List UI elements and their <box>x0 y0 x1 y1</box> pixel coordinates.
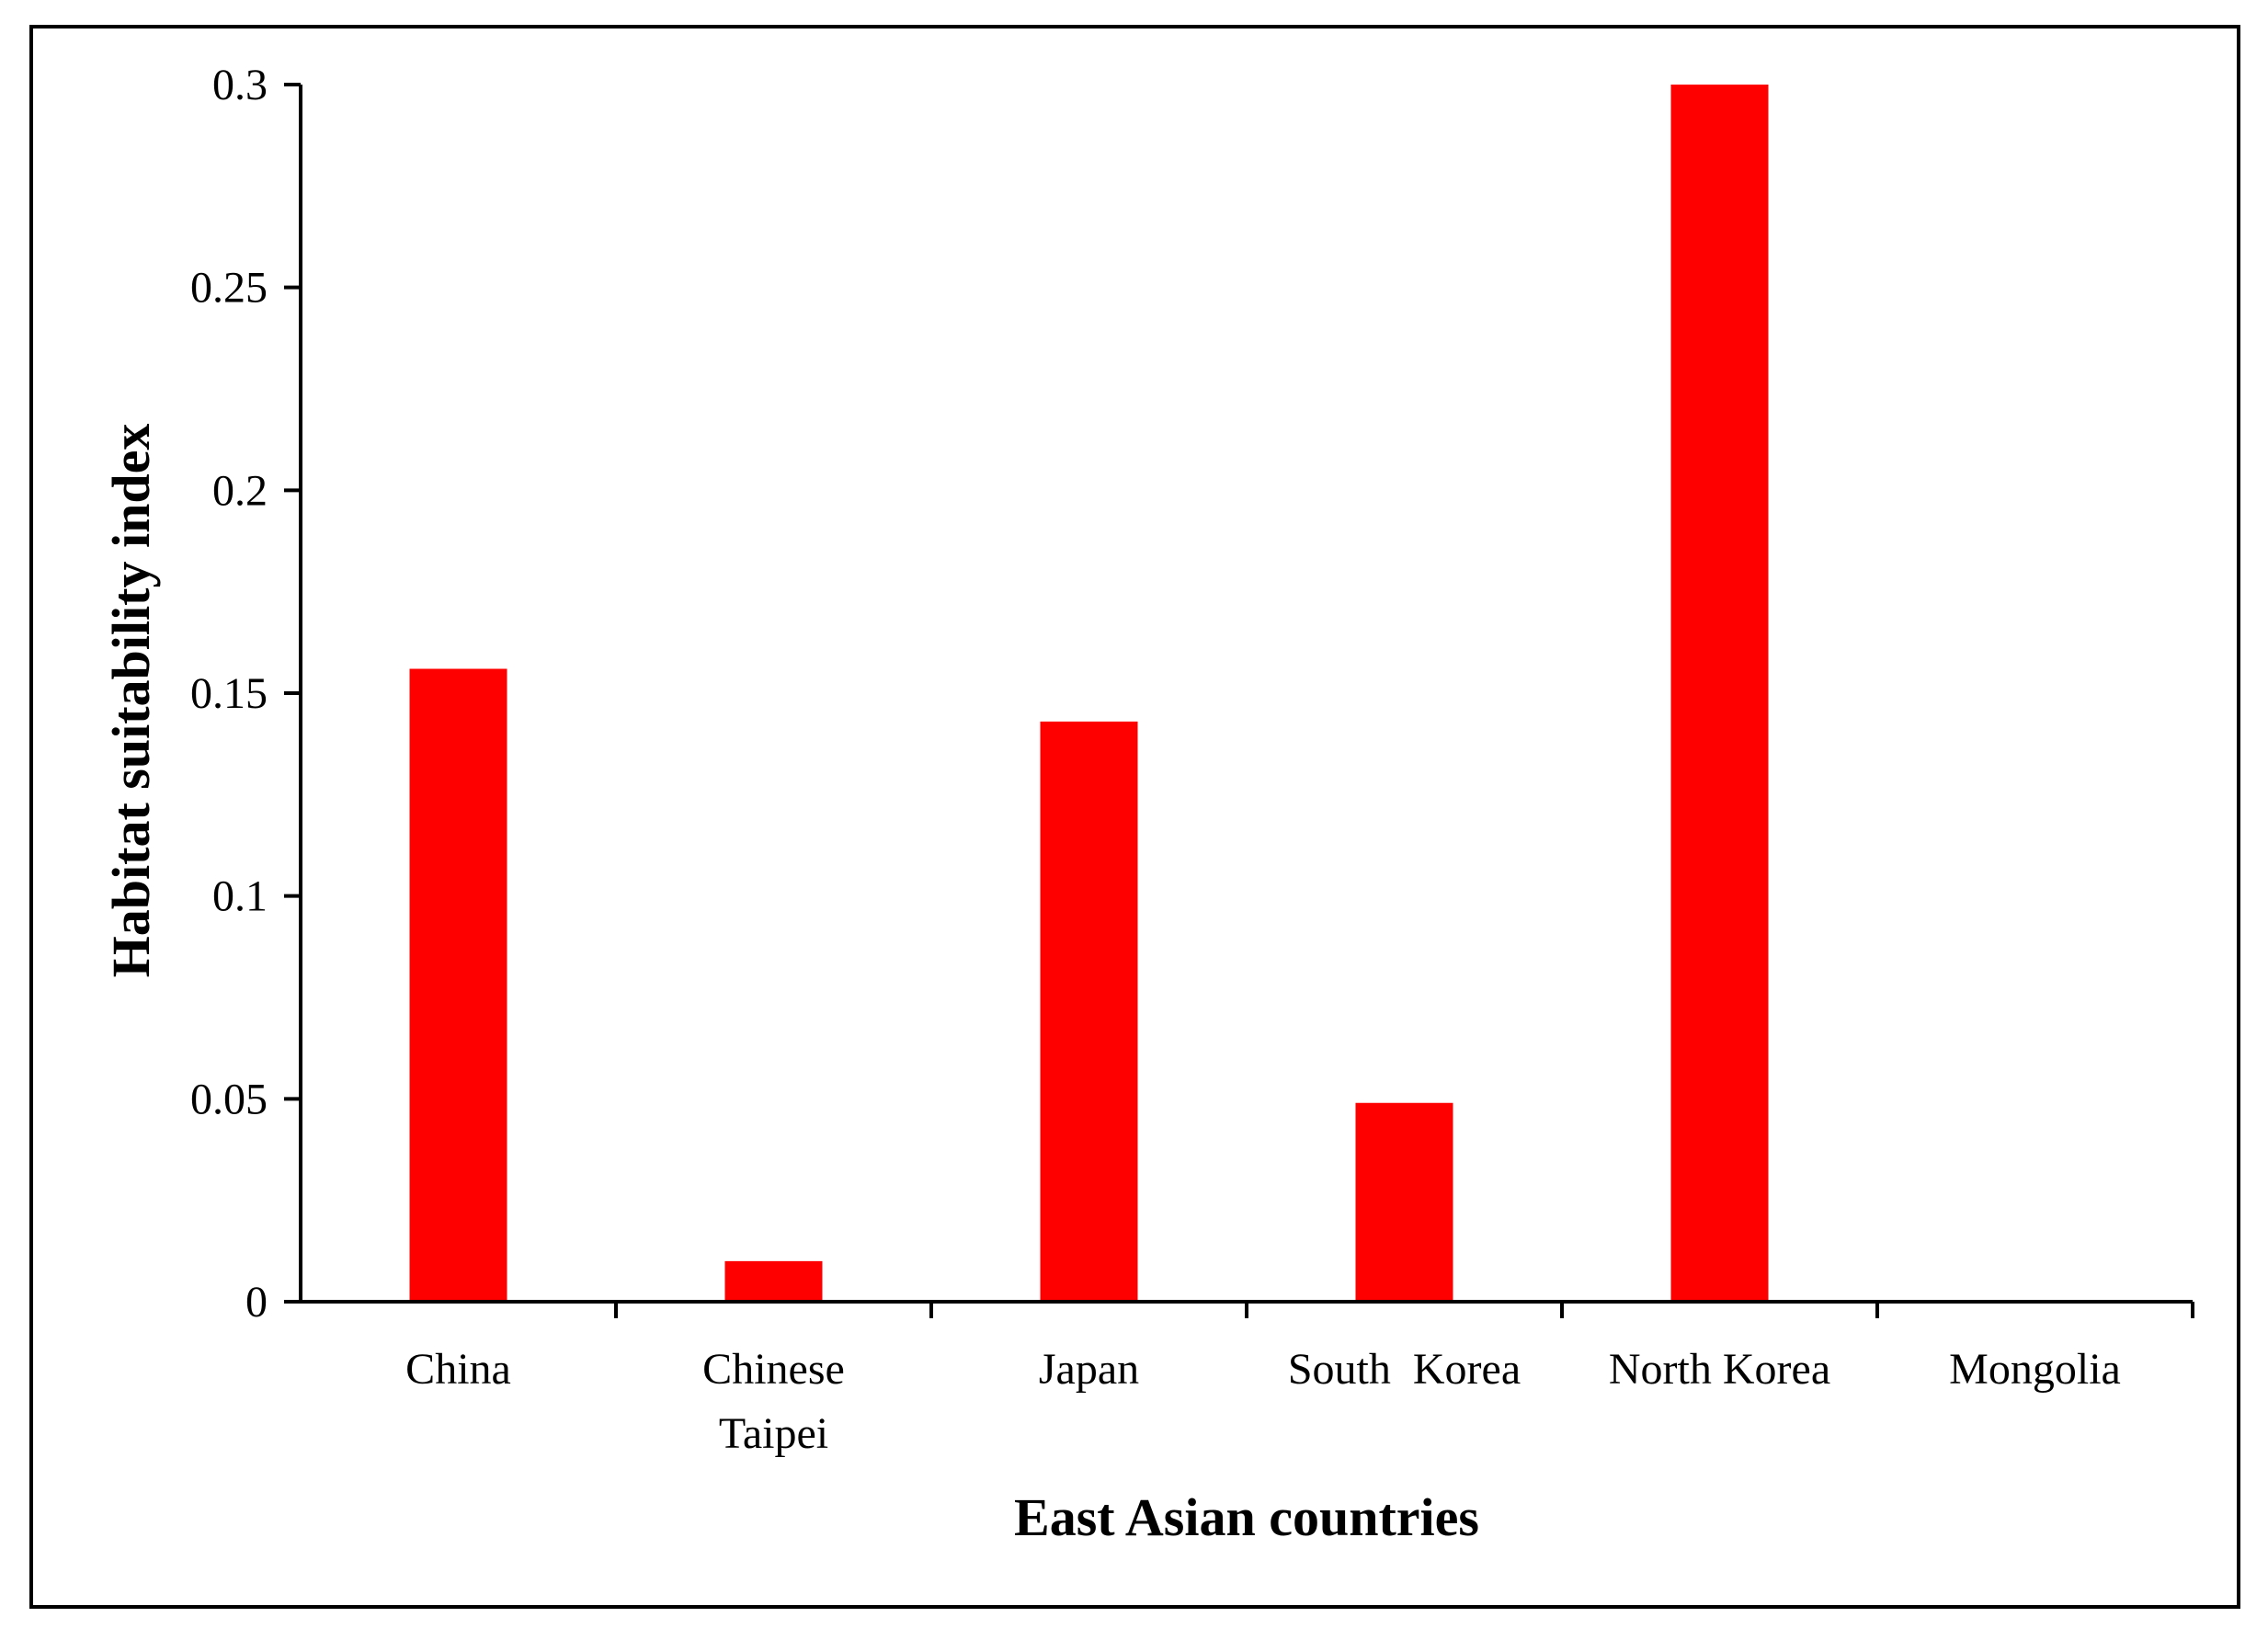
y-tick-label: 0.05 <box>190 1075 268 1123</box>
x-category-label: Chinese Taipei <box>702 1345 845 1458</box>
x-category-label-line: Japan <box>1039 1345 1139 1394</box>
bars-group <box>409 85 1769 1302</box>
x-category-label: Mongolia <box>1949 1345 2121 1394</box>
bar-0 <box>409 668 507 1302</box>
x-category-label: North Korea <box>1609 1345 1830 1394</box>
bar-4 <box>1670 85 1769 1302</box>
x-category-label: Japan <box>1039 1345 1139 1394</box>
y-tick-label: 0.3 <box>212 61 268 109</box>
x-ticks-group: China Chinese Taipei Japan South Korea North … <box>405 1302 2194 1458</box>
bar-3 <box>1355 1102 1453 1302</box>
y-tick-label: 0.15 <box>190 669 268 718</box>
y-axis-title: Habitat suitability index <box>101 424 161 978</box>
y-tick-label: 0 <box>245 1278 268 1327</box>
x-category-label: South Korea <box>1288 1345 1521 1394</box>
x-category-label-line: Taipei <box>719 1409 828 1458</box>
x-axis-title: East Asian countries <box>1014 1487 1479 1547</box>
x-category-label-line: China <box>405 1345 511 1394</box>
bar-1 <box>724 1260 823 1302</box>
axes-group <box>299 85 2193 1304</box>
y-ticks-group: 0 0.05 0.1 0.15 0.2 0.25 0.3 <box>190 61 301 1327</box>
x-category-label: China <box>405 1345 511 1394</box>
y-tick-label: 0.25 <box>190 264 268 313</box>
x-category-label-line: South Korea <box>1288 1345 1521 1394</box>
x-category-label-line: Mongolia <box>1949 1345 2121 1394</box>
y-tick-label: 0.2 <box>212 466 268 515</box>
x-category-label-line: North Korea <box>1609 1345 1830 1394</box>
y-tick-label: 0.1 <box>212 872 268 921</box>
x-category-label-line: Chinese <box>702 1345 845 1394</box>
bar-2 <box>1040 721 1138 1302</box>
